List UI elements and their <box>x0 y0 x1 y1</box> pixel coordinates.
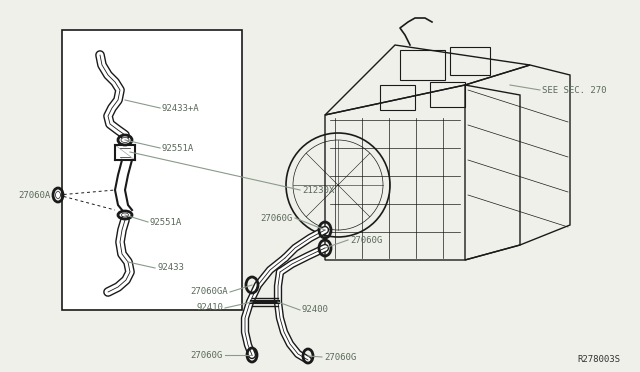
Text: 92410: 92410 <box>196 304 223 312</box>
Text: R278003S: R278003S <box>577 356 620 365</box>
Text: 21230X: 21230X <box>302 186 334 195</box>
Text: 92551A: 92551A <box>162 144 195 153</box>
Bar <box>450 47 490 75</box>
Text: 27060G: 27060G <box>191 350 223 359</box>
Text: SEE SEC. 270: SEE SEC. 270 <box>542 86 607 94</box>
Bar <box>380 85 415 110</box>
Text: 92433: 92433 <box>157 263 184 273</box>
Bar <box>400 50 445 80</box>
Bar <box>62 30 242 310</box>
Text: 92551A: 92551A <box>150 218 182 227</box>
Ellipse shape <box>122 213 129 217</box>
Text: 27060GA: 27060GA <box>190 288 228 296</box>
Text: 27060G: 27060G <box>260 214 293 222</box>
Bar <box>430 82 465 107</box>
Text: 27060A: 27060A <box>18 190 51 199</box>
Text: 92433+A: 92433+A <box>162 103 200 112</box>
Ellipse shape <box>56 192 61 199</box>
Text: 92400: 92400 <box>302 305 329 314</box>
Ellipse shape <box>121 138 129 142</box>
Text: 27060G: 27060G <box>350 235 382 244</box>
Text: 27060G: 27060G <box>324 353 356 362</box>
